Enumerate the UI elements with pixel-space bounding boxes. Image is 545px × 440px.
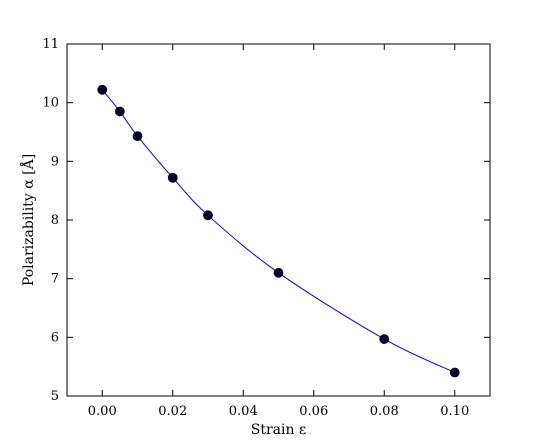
data-point <box>203 210 213 221</box>
y-tick-label: 6 <box>51 330 59 345</box>
data-point <box>132 131 143 142</box>
y-tick-label: 5 <box>51 389 59 404</box>
data-point <box>97 84 108 95</box>
x-tick-label: 0.00 <box>88 404 117 419</box>
y-tick-label: 9 <box>51 154 59 169</box>
x-tick-label: 0.08 <box>370 404 399 419</box>
y-tick-label: 10 <box>42 96 59 111</box>
y-tick-label: 7 <box>51 272 59 287</box>
data-points-layer <box>97 84 460 378</box>
x-axis-label: Strain ε <box>251 422 306 438</box>
fit-curve-layer <box>101 89 455 373</box>
x-tick-label: 0.06 <box>299 404 328 419</box>
data-point <box>273 267 284 278</box>
y-axis-label: Polarizability α [Å] <box>19 154 37 286</box>
y-tick-label: 8 <box>51 213 59 228</box>
x-tick-label: 0.10 <box>440 404 469 419</box>
ticks-layer: 0.00 0.02 0.04 0.06 0.08 0.10 5 6 7 8 9 10 11 <box>42 37 490 419</box>
plot-frame <box>66 43 491 397</box>
x-tick-label: 0.02 <box>158 404 187 419</box>
x-tick-label: 0.04 <box>229 404 258 419</box>
data-point <box>379 334 390 344</box>
data-point <box>449 367 460 378</box>
data-point <box>114 106 125 117</box>
fit-curve <box>101 89 455 373</box>
data-point <box>167 172 178 183</box>
y-tick-label: 11 <box>42 37 59 52</box>
